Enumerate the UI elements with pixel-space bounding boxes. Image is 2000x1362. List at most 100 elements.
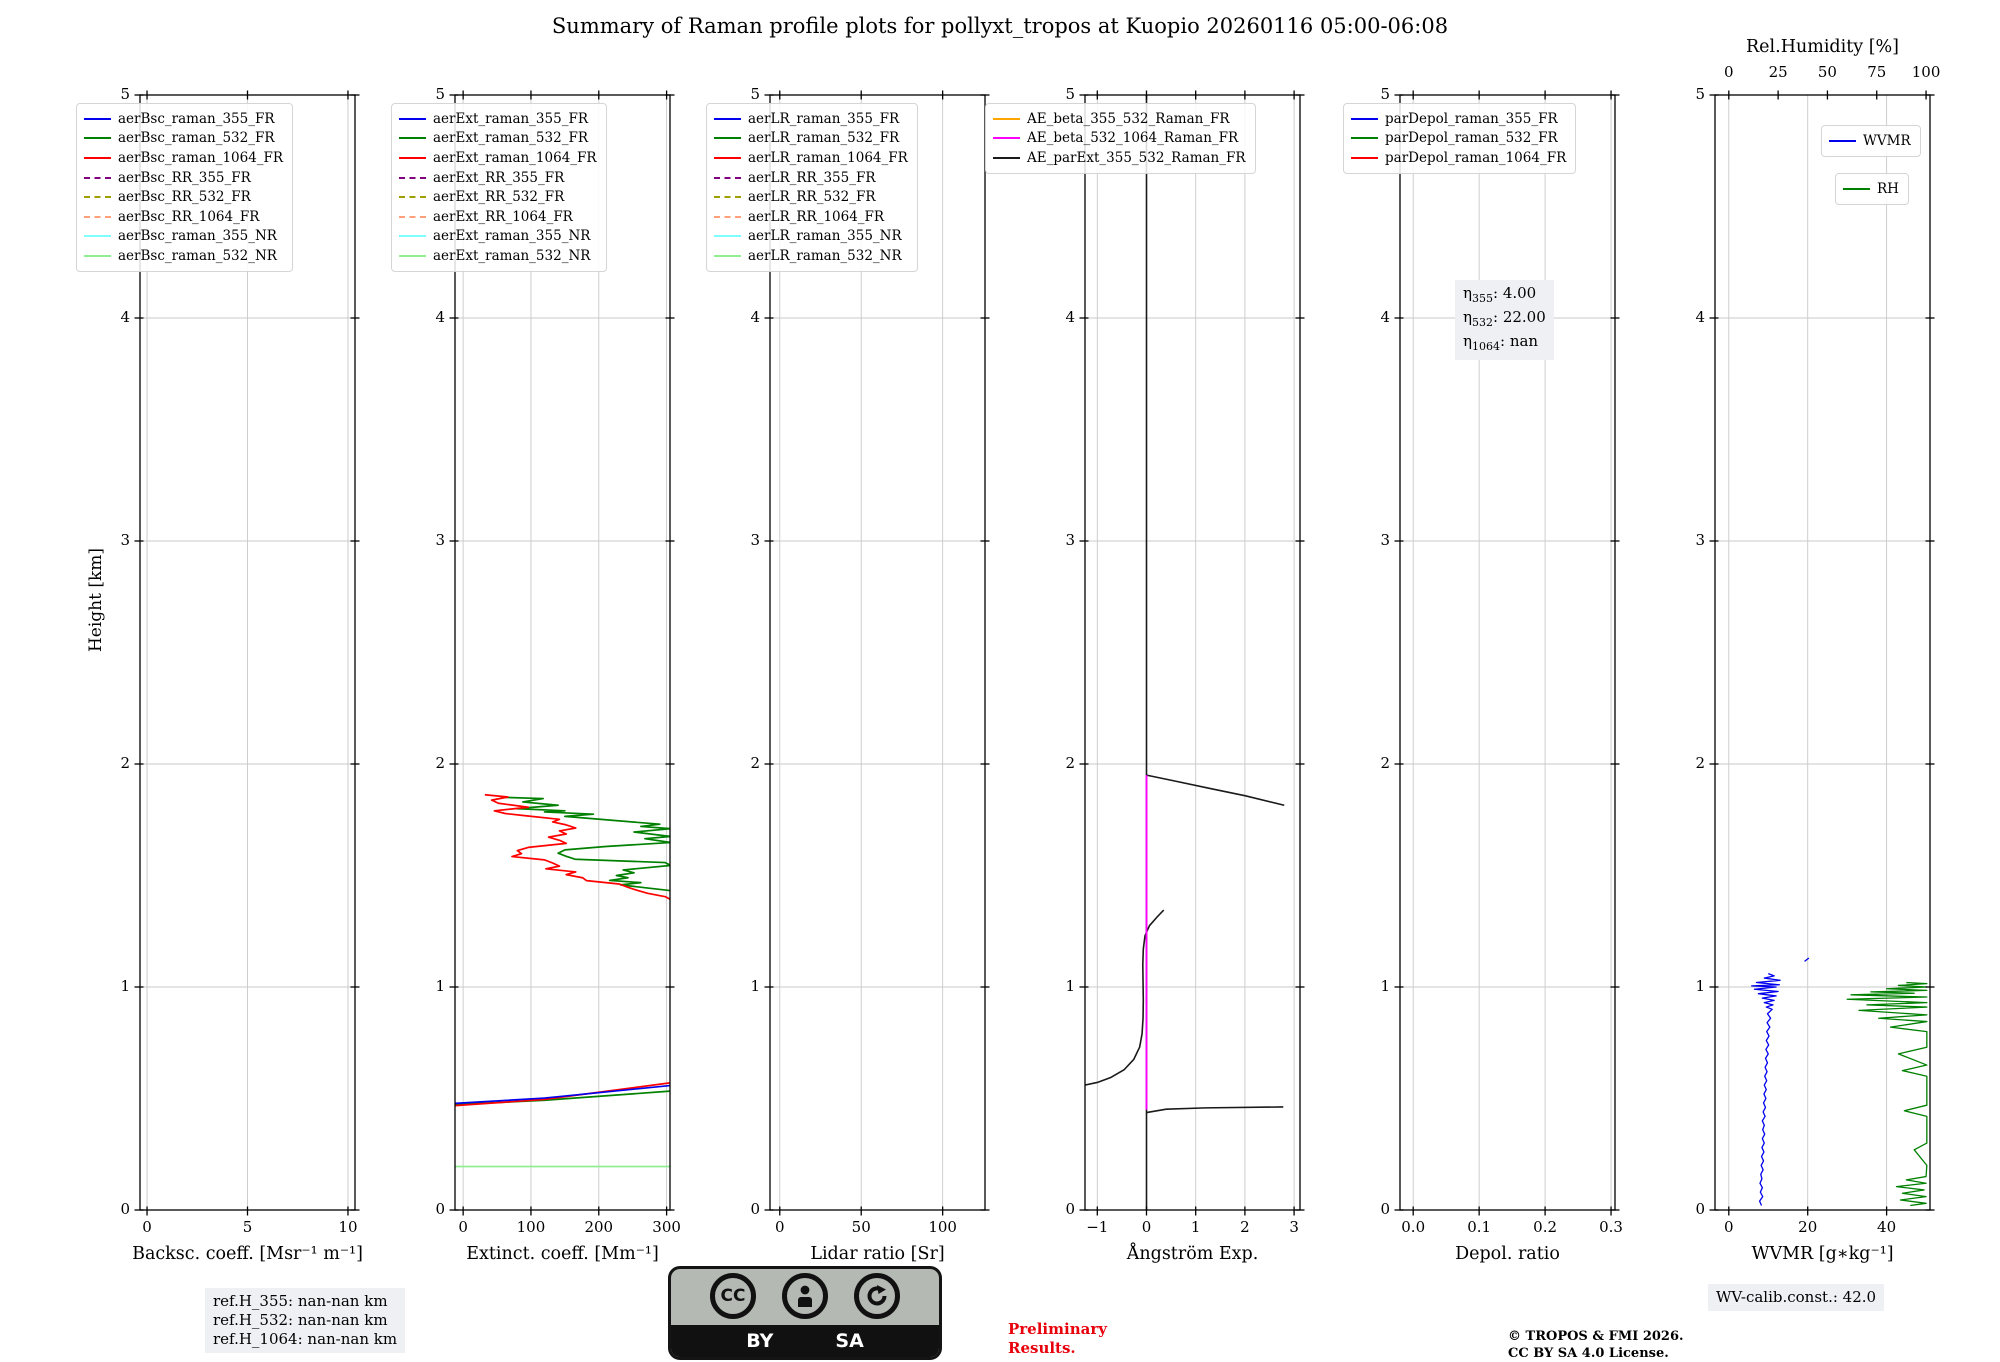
- legend-item-label: aerLR_RR_532_FR: [748, 189, 876, 206]
- x-tick-label: 0.2: [1533, 1218, 1558, 1236]
- plot-area-wvmr: [1709, 90, 1935, 1216]
- legend-item-label: aerBsc_RR_1064_FR: [118, 208, 260, 225]
- legend-line-sample: [714, 137, 741, 140]
- legend-item: AE_parExt_355_532_Raman_FR: [993, 148, 1246, 168]
- legend-line-sample: [714, 176, 741, 179]
- plot-area-ae: [1079, 90, 1305, 1216]
- preliminary-line2: Results.: [1008, 1339, 1076, 1357]
- legend-item-label: parDepol_raman_355_FR: [1385, 110, 1558, 127]
- legend-item: aerLR_raman_355_NR: [714, 227, 908, 247]
- y-tick-label: 3: [435, 531, 445, 549]
- y-tick-label: 4: [750, 308, 760, 326]
- copyright-note: © TROPOS & FMI 2026. CC BY SA 4.0 Licens…: [1508, 1328, 1684, 1362]
- plot-area-backsc: [134, 90, 360, 1216]
- eta-wavelength: 532: [1472, 316, 1493, 329]
- top-tick-label: 50: [1817, 63, 1837, 81]
- legend-line-sample: [1351, 117, 1378, 120]
- top-tick-label: 25: [1768, 63, 1788, 81]
- legend-item: aerExt_RR_355_FR: [399, 168, 597, 188]
- legend-item: aerLR_RR_1064_FR: [714, 207, 908, 227]
- y-tick-label: 3: [1380, 531, 1390, 549]
- legend-item-label: aerBsc_raman_532_NR: [118, 247, 277, 264]
- panel-wvmr: 0 1 2 3 4 5 0 20 40 WVMR [g∗kg⁻¹] 0 25 50 75 100 Rel.Hu…: [1695, 37, 1940, 1264]
- copyright-line2: CC BY SA 4.0 License.: [1508, 1346, 1669, 1361]
- cc-badge-bar: BY SA: [671, 1325, 939, 1357]
- y-tick-label: 0: [1695, 1200, 1705, 1218]
- y-tick-label: 2: [1065, 754, 1075, 772]
- legend-ae: AE_beta_355_532_Raman_FR AE_beta_532_1064…: [985, 103, 1256, 174]
- legend-wvmr-wvmr: WVMR: [1821, 125, 1921, 157]
- top-tick-label: 75: [1867, 63, 1887, 81]
- x-tick-label: 0: [1141, 1218, 1152, 1236]
- series-AE_parExt_355_532_Raman_FR: [1146, 774, 1285, 807]
- legend-line-sample: [993, 117, 1020, 120]
- legend-item-label: AE_beta_532_1064_Raman_FR: [1027, 130, 1239, 147]
- eta-value: : 22.00: [1493, 308, 1546, 326]
- legend-item-label: parDepol_raman_532_FR: [1385, 130, 1558, 147]
- eta-annotation-line: η532: 22.00: [1463, 308, 1546, 332]
- eta-symbol: η: [1463, 284, 1472, 302]
- panel-backsc: 0 1 2 3 4 5 0 5 10 Backsc. coeff. [Msr⁻¹ m⁻¹] aerB…: [76, 87, 363, 1264]
- x-axis-label-backsc: Backsc. coeff. [Msr⁻¹ m⁻¹]: [132, 1244, 363, 1264]
- y-tick-label: 2: [1380, 754, 1390, 772]
- y-tick-label: 4: [435, 308, 445, 326]
- x-tick-label: 50: [851, 1218, 871, 1236]
- panel-ext: 0 1 2 3 4 5 0 100 200 300 Extinct. coeff. [Mm⁻¹] ae…: [391, 87, 681, 1264]
- series-AE_parExt_355_532_Raman_FR: [1085, 909, 1165, 1086]
- legend-item: aerLR_raman_1064_FR: [714, 148, 908, 168]
- legend-line-sample: [714, 196, 741, 199]
- legend-item: aerLR_raman_355_FR: [714, 109, 908, 129]
- legend-item: aerBsc_RR_1064_FR: [84, 207, 283, 227]
- x-axis-label-wvmr: WVMR [g∗kg⁻¹]: [1751, 1244, 1894, 1264]
- legend-ext: aerExt_raman_355_FR aerExt_raman_532_FR ae…: [391, 103, 607, 272]
- y-tick-label: 3: [750, 531, 760, 549]
- cc-badge-icons: CC: [671, 1273, 939, 1325]
- y-tick-label: 1: [1380, 977, 1390, 995]
- legend-line-sample: [399, 176, 426, 179]
- legend-item: aerBsc_raman_355_FR: [84, 109, 283, 129]
- reference-height-annotation: ref.H_355: nan-nan km ref.H_532: nan-nan…: [205, 1288, 406, 1353]
- eta-wavelength: 1064: [1472, 340, 1500, 353]
- legend-line-sample: [84, 235, 111, 238]
- legend-item-label: aerBsc_raman_1064_FR: [118, 149, 284, 166]
- legend-item-label: aerExt_RR_1064_FR: [433, 208, 573, 225]
- legend-line-sample: [993, 156, 1020, 159]
- y-tick-label: 0: [1380, 1200, 1390, 1218]
- legend-line-sample: [399, 235, 426, 238]
- legend-item-label: aerLR_raman_532_NR: [748, 247, 902, 264]
- x-tick-label: 0: [774, 1218, 785, 1236]
- x-tick-label: 0.0: [1401, 1218, 1426, 1236]
- x-tick-label: 0: [458, 1218, 468, 1236]
- legend-line-sample: [399, 196, 426, 199]
- legend-item-label: aerLR_raman_1064_FR: [748, 149, 908, 166]
- y-tick-label: 5: [435, 85, 445, 103]
- legend-line-sample: [714, 117, 741, 120]
- series-WVMR: [1751, 973, 1781, 1206]
- x-tick-label: 200: [584, 1218, 614, 1236]
- legend-line-sample: [993, 137, 1020, 140]
- eta-symbol: η: [1463, 332, 1472, 350]
- x-axis-label-ae: Ångström Exp.: [1126, 1244, 1259, 1264]
- eta-value: : 4.00: [1493, 284, 1537, 302]
- series-WVMR: [1804, 957, 1810, 962]
- legend-item-label: aerExt_raman_355_FR: [433, 110, 588, 127]
- panel-lr: 0 1 2 3 4 5 0 50 100 Lidar ratio [Sr] aerLR_raman_…: [706, 87, 990, 1264]
- y-tick-label: 3: [1065, 531, 1075, 549]
- legend-item: aerExt_RR_532_FR: [399, 187, 597, 207]
- plot-area-lr: [764, 90, 990, 1216]
- x-axis-label-lr: Lidar ratio [Sr]: [810, 1244, 945, 1264]
- ref-h-532: ref.H_532: nan-nan km: [213, 1311, 388, 1329]
- plot-area-ext: [449, 90, 675, 1216]
- y-tick-label: 5: [1065, 85, 1075, 103]
- y-tick-label: 5: [120, 85, 130, 103]
- legend-item: aerBsc_RR_532_FR: [84, 187, 283, 207]
- x-tick-label: 100: [516, 1218, 546, 1236]
- y-tick-label: 1: [1695, 977, 1705, 995]
- legend-item-label: WVMR: [1863, 132, 1911, 149]
- legend-depol: parDepol_raman_355_FR parDepol_raman_532_…: [1343, 103, 1577, 174]
- x-tick-label: 0: [1724, 1218, 1734, 1236]
- legend-line-sample: [399, 137, 426, 140]
- legend-item-label: parDepol_raman_1064_FR: [1385, 149, 1567, 166]
- y-tick-label: 5: [750, 85, 760, 103]
- eta-value: : nan: [1500, 332, 1539, 350]
